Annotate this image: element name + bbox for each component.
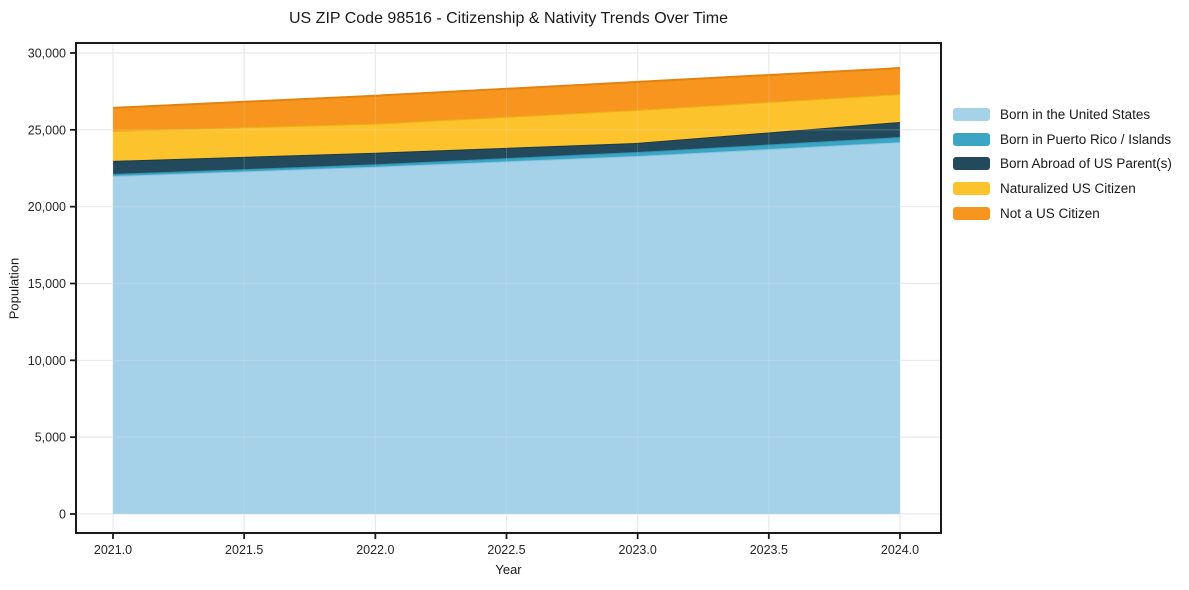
legend-label: Naturalized US Citizen [1000, 180, 1136, 196]
x-tick-label: 2021.5 [225, 543, 263, 557]
x-tick-label: 2022.0 [356, 543, 394, 557]
area-edge [112, 93, 901, 132]
y-tick-label: 0 [59, 508, 66, 522]
legend-label: Not a US Citizen [1000, 205, 1100, 221]
x-tick-label: 2022.5 [487, 543, 525, 557]
legend-label: Born in the United States [1000, 106, 1151, 122]
area-born-in-the-united-states [113, 142, 900, 515]
area-not-a-us-citizen [113, 68, 900, 131]
y-tick-label: 20,000 [28, 200, 66, 214]
y-tick-label: 5,000 [35, 431, 66, 445]
area-naturalized-us-citizen [113, 94, 900, 161]
x-tick-label: 2021.0 [94, 543, 132, 557]
legend-item: Born in Puerto Rico / Islands [953, 127, 1172, 152]
plot-frame [75, 42, 942, 534]
legend-item: Naturalized US Citizen [953, 176, 1172, 201]
legend-item: Born in the United States [953, 102, 1172, 127]
legend-item: Born Abroad of US Parent(s) [953, 151, 1172, 176]
legend-label: Born in Puerto Rico / Islands [1000, 131, 1172, 147]
x-tick-label: 2023.5 [750, 543, 788, 557]
y-axis-label: Population [6, 257, 22, 320]
y-tick-label: 10,000 [28, 354, 66, 368]
legend: Born in the United States Born in Puerto … [953, 102, 1172, 225]
legend-item: Not a US Citizen [953, 201, 1172, 226]
y-tick-label: 30,000 [28, 47, 66, 61]
y-tick-label: 15,000 [28, 277, 66, 291]
chart-title: US ZIP Code 98516 - Citizenship & Nativi… [289, 10, 728, 27]
legend-swatch-icon [953, 132, 990, 146]
x-tick-label: 2023.0 [619, 543, 657, 557]
legend-swatch-icon [953, 181, 990, 195]
x-tick-label: 2024.0 [881, 543, 919, 557]
legend-swatch-icon [953, 157, 990, 171]
y-tick-label: 25,000 [28, 123, 66, 137]
area-edge [112, 67, 901, 109]
x-axis-label: Year [495, 562, 522, 577]
legend-swatch-icon [953, 107, 990, 121]
legend-swatch-icon [953, 206, 990, 220]
area-born-in-puerto-rico-islands [113, 137, 900, 176]
legend-label: Born Abroad of US Parent(s) [1000, 156, 1172, 172]
